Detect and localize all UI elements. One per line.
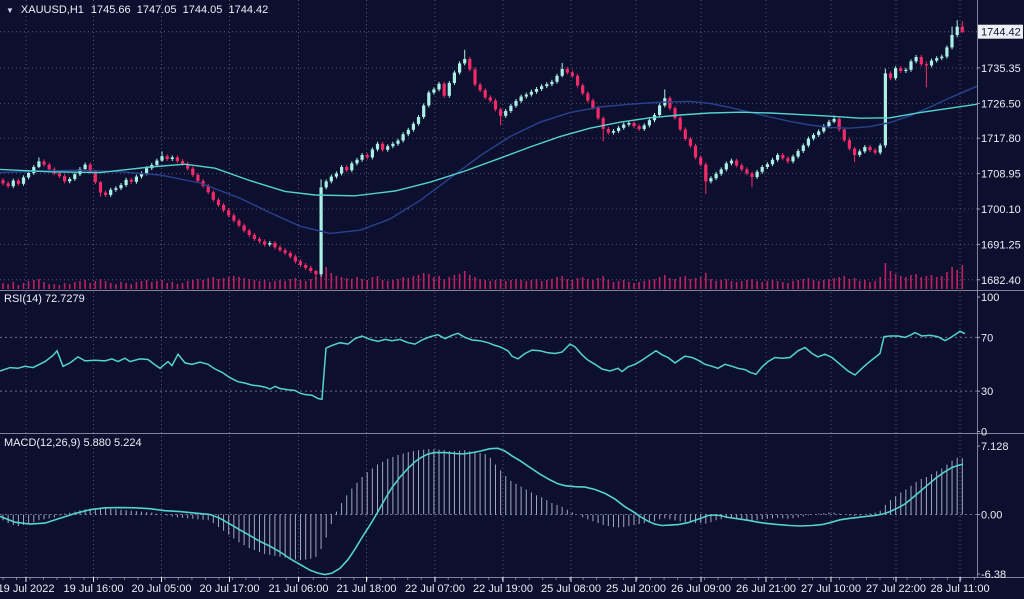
price-axis-label: 1708.95 bbox=[981, 169, 1021, 181]
price-axis-label: 1735.35 bbox=[981, 63, 1021, 75]
time-axis-label: 21 Jul 18:00 bbox=[337, 583, 397, 595]
price-axis-label: 1726.50 bbox=[981, 98, 1021, 110]
current-price-label: 1744.42 bbox=[981, 27, 1021, 39]
time-axis-label: 20 Jul 05:00 bbox=[132, 583, 192, 595]
time-axis-label: 20 Jul 17:00 bbox=[200, 583, 260, 595]
rsi-indicator-label: RSI(14) 72.7279 bbox=[4, 293, 85, 305]
ohlc-readout: 1745.66 1747.05 1744.05 1744.42 bbox=[90, 4, 269, 16]
rsi-axis-label: 0 bbox=[981, 427, 987, 439]
chart-title-bar: ▼ XAUUSD,H1 1745.66 1747.05 1744.05 1744… bbox=[6, 4, 268, 17]
time-axis-label: 19 Jul 2022 bbox=[0, 583, 54, 595]
macd-axis-label: 7.128 bbox=[981, 441, 1009, 453]
time-axis-label: 27 Jul 10:00 bbox=[801, 583, 861, 595]
candles-layer bbox=[1, 20, 964, 280]
symbol-dropdown-icon[interactable]: ▼ bbox=[6, 6, 14, 15]
rsi-axis-label: 100 bbox=[981, 292, 999, 304]
price-axis-label: 1717.80 bbox=[981, 133, 1021, 145]
time-axis-label: 21 Jul 06:00 bbox=[269, 583, 329, 595]
rsi-line bbox=[0, 330, 966, 401]
price-axis[interactable] bbox=[978, 0, 1024, 577]
macd-signal-line bbox=[0, 447, 964, 576]
macd-axis-label: 0.00 bbox=[981, 510, 1002, 522]
time-axis-labels: 19 Jul 2022 19 Jul 16:00 20 Jul 05:00 20 Ju… bbox=[0, 577, 990, 595]
time-axis-label: 25 Jul 20:00 bbox=[606, 583, 666, 595]
time-axis[interactable] bbox=[0, 578, 1024, 599]
rsi-axis-label: 30 bbox=[981, 386, 993, 398]
time-axis-label: 22 Jul 19:00 bbox=[473, 583, 533, 595]
price-axis-label: 1691.25 bbox=[981, 239, 1021, 251]
current-price-marker: 1744.42 bbox=[978, 24, 1023, 39]
time-axis-label: 27 Jul 22:00 bbox=[866, 583, 926, 595]
macd-axis-label: -6.38 bbox=[981, 569, 1006, 581]
symbol-period-label: XAUUSD,H1 bbox=[20, 4, 84, 16]
time-axis-label: 28 Jul 11:00 bbox=[930, 583, 989, 595]
ma-fast-line bbox=[0, 85, 978, 235]
time-axis-label: 26 Jul 21:00 bbox=[736, 583, 796, 595]
volume-layer bbox=[2, 259, 964, 289]
main-chart-panel[interactable] bbox=[0, 0, 977, 290]
ma-slow-line bbox=[0, 103, 978, 197]
price-axis-label: 1700.10 bbox=[981, 204, 1021, 216]
time-axis-label: 25 Jul 08:00 bbox=[541, 583, 601, 595]
macd-panel[interactable] bbox=[0, 435, 977, 577]
time-axis-label: 19 Jul 16:00 bbox=[64, 583, 124, 595]
time-axis-label: 26 Jul 09:00 bbox=[671, 583, 731, 595]
price-axis-label: 1682.40 bbox=[981, 275, 1021, 287]
time-axis-label: 22 Jul 07:00 bbox=[405, 583, 465, 595]
price-axis-labels: 1735.35 1726.50 1717.80 1708.95 1700.10 1691.… bbox=[977, 63, 1021, 581]
macd-indicator-label: MACD(12,26,9) 5.880 5.224 bbox=[4, 437, 142, 449]
rsi-axis-label: 70 bbox=[981, 332, 993, 344]
rsi-panel[interactable] bbox=[0, 292, 977, 433]
